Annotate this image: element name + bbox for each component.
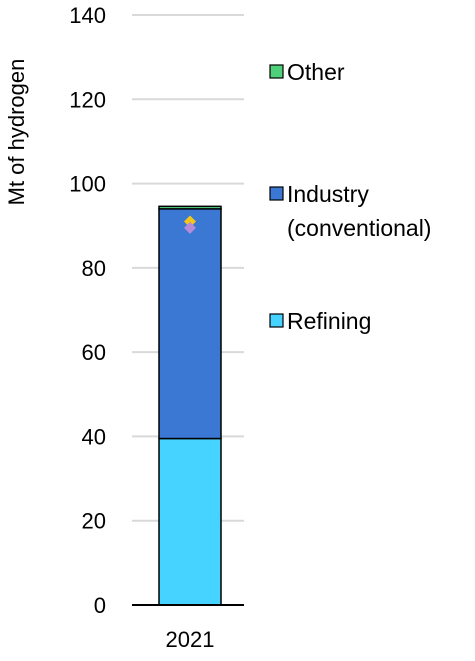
y-axis-title: Mt of hydrogen <box>4 59 29 206</box>
y-tick-label: 60 <box>82 340 106 365</box>
legend-label: Other <box>287 59 345 85</box>
x-tick-label: 2021 <box>166 627 215 652</box>
y-tick-label: 80 <box>82 256 106 281</box>
legend-label-line: (conventional) <box>287 215 431 241</box>
bar-segment-other <box>158 205 222 210</box>
y-tick-label: 0 <box>94 593 106 618</box>
y-tick-label: 40 <box>82 424 106 449</box>
marker-diamond <box>184 221 196 234</box>
legend-swatch <box>269 64 284 79</box>
y-tick-label: 140 <box>69 3 106 28</box>
markers <box>184 215 196 234</box>
legend-swatch <box>269 313 284 328</box>
x-axis: 2021 <box>132 604 244 652</box>
marker-diamond <box>184 215 196 228</box>
y-axis-ticks: 0 20 40 60 80 100 120 140 <box>69 3 106 618</box>
bar-segment-refining <box>158 437 222 606</box>
legend-swatch <box>269 186 284 201</box>
y-tick-label: 100 <box>69 172 106 197</box>
y-tick-label: 20 <box>82 509 106 534</box>
bar-stack <box>158 205 222 606</box>
legend: Other Industry (conventional) Refining <box>269 59 431 334</box>
legend-label: Industry (conventional) <box>287 181 431 241</box>
legend-label-line: Industry <box>287 181 369 207</box>
bar-segment-industry-conventional <box>158 208 222 440</box>
y-tick-label: 120 <box>69 87 106 112</box>
legend-label: Refining <box>287 308 371 334</box>
